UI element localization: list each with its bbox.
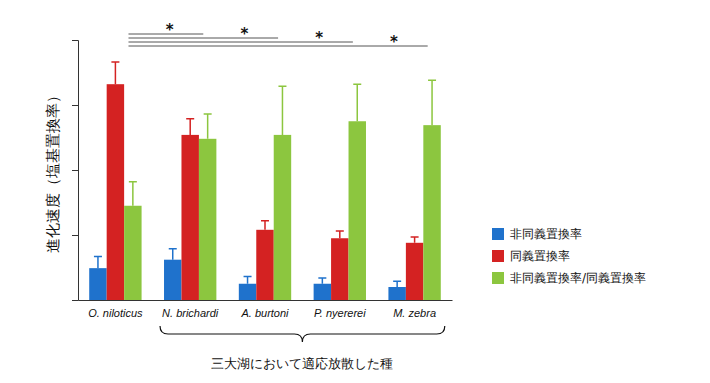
legend-swatch xyxy=(492,228,504,240)
legend-label: 同義置換率 xyxy=(510,249,570,263)
x-tick-label: M. zebra xyxy=(393,307,436,319)
error-bar xyxy=(169,249,177,260)
bar xyxy=(256,230,273,300)
bracket-label: 三大湖において適応放散した種 xyxy=(211,356,393,371)
y-tick xyxy=(72,170,78,171)
legend: 非同義置換率同義置換率非同義置換率/同義置換率 xyxy=(492,227,646,285)
y-tick xyxy=(72,300,78,301)
error-bar xyxy=(353,84,361,121)
legend-label: 非同義置換率 xyxy=(510,227,582,241)
bar xyxy=(331,238,348,300)
legend-swatch xyxy=(492,272,504,284)
x-tick: N. brichardi xyxy=(162,307,219,319)
legend-item: 非同義置換率/同義置換率 xyxy=(492,271,646,285)
error-bar xyxy=(111,62,119,84)
legend-swatch xyxy=(492,250,504,262)
chart: O. niloticus N. brichardi A. burtoni P. nye… xyxy=(0,0,710,383)
y-tick-mark xyxy=(72,105,78,106)
bar-series xyxy=(124,80,441,300)
bar-series xyxy=(107,62,424,300)
legend-item: 非同義置換率 xyxy=(492,227,582,241)
significance-label: * xyxy=(166,21,174,39)
significance-label: * xyxy=(390,33,398,51)
x-tick-label: A. burtoni xyxy=(240,307,289,319)
error-bar xyxy=(204,114,212,139)
x-tick-label: N. brichardi xyxy=(162,307,219,319)
bracket xyxy=(160,326,445,342)
x-tick: M. zebra xyxy=(393,307,436,319)
error-bar xyxy=(393,281,401,287)
legend-item: 同義置換率 xyxy=(492,249,570,263)
error-bar xyxy=(278,86,286,135)
y-tick-mark xyxy=(72,235,78,236)
y-tick-mark xyxy=(72,300,78,301)
bar xyxy=(423,125,440,300)
x-tick-label: P. nyererei xyxy=(314,307,366,319)
y-tick xyxy=(72,40,78,41)
x-tick: O. niloticus xyxy=(88,307,143,319)
bar xyxy=(388,287,405,300)
error-bar xyxy=(411,237,419,243)
bar xyxy=(199,139,216,300)
x-tick: P. nyererei xyxy=(314,307,366,319)
x-axis-line xyxy=(79,300,453,301)
significance-line xyxy=(128,46,427,47)
error-bar xyxy=(94,256,102,268)
error-bar xyxy=(244,277,252,284)
x-tick-label: O. niloticus xyxy=(88,307,143,319)
x-axis: O. niloticus N. brichardi A. burtoni P. nye… xyxy=(79,301,453,320)
y-axis-line xyxy=(72,41,79,301)
y-axis xyxy=(72,41,79,301)
bar xyxy=(164,260,181,300)
bar xyxy=(406,243,423,300)
error-bar xyxy=(428,80,436,125)
y-tick-mark xyxy=(72,170,78,171)
bar xyxy=(314,284,331,300)
error-bar xyxy=(336,231,344,238)
error-bar xyxy=(186,119,194,135)
legend-label: 非同義置換率/同義置換率 xyxy=(510,271,646,285)
x-tick: A. burtoni xyxy=(240,307,289,319)
bar xyxy=(89,268,106,300)
significance-label: * xyxy=(315,29,323,47)
plot-area xyxy=(89,62,441,300)
bar xyxy=(107,84,124,300)
error-bar xyxy=(261,221,269,230)
significance-line xyxy=(128,38,278,39)
error-bar xyxy=(318,278,326,284)
y-axis-title: 進化速度（塩基置換率） xyxy=(44,88,62,253)
y-tick xyxy=(72,105,78,106)
bar xyxy=(124,206,141,300)
y-tick xyxy=(72,235,78,236)
bar xyxy=(274,135,291,300)
significance-label: * xyxy=(241,25,249,43)
y-tick-mark xyxy=(72,40,78,41)
bar xyxy=(181,135,198,300)
error-bar xyxy=(129,182,137,206)
significance: * * * * xyxy=(128,21,427,51)
bar xyxy=(349,121,366,300)
bar xyxy=(239,284,256,300)
